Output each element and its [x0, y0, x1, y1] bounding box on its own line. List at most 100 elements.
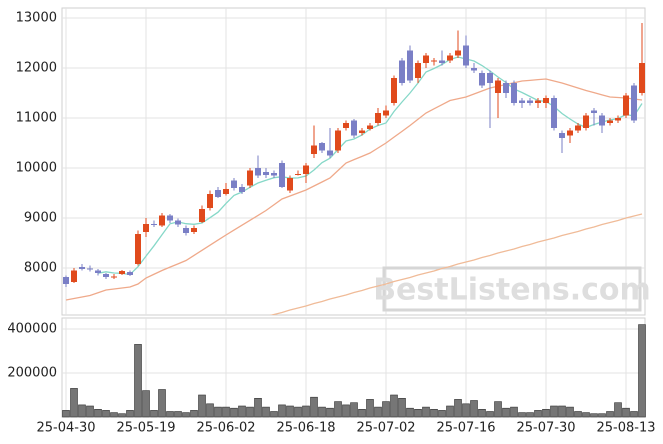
candle-body: [247, 170, 253, 186]
volume-bar: [422, 406, 430, 418]
volume-bar: [510, 406, 518, 418]
candle-body: [399, 60, 405, 83]
x-tick-label: 25-06-18: [276, 421, 335, 436]
candle-body: [503, 83, 509, 93]
y-tick-label: 9000: [24, 211, 57, 226]
volume-bar: [70, 388, 78, 418]
candle-body: [447, 55, 453, 61]
candle-body: [615, 118, 621, 121]
candle-body: [391, 78, 397, 103]
volume-bar: [254, 397, 262, 418]
volume-bar: [142, 390, 150, 418]
candle-body: [143, 224, 149, 232]
candle-body: [287, 178, 293, 191]
volume-bar: [78, 404, 86, 418]
volume-bar: [94, 408, 102, 418]
candle-body: [151, 224, 157, 225]
candle-body: [303, 165, 309, 174]
grid: [62, 8, 645, 417]
candle-body: [175, 220, 181, 225]
candle-body: [183, 228, 189, 233]
candle-body: [463, 45, 469, 66]
volume-bar: [462, 403, 470, 418]
candle-body: [591, 110, 597, 113]
volume-bar: [446, 405, 454, 418]
candle-body: [407, 50, 413, 81]
candle-body: [495, 80, 501, 93]
y-tick-label: 8000: [24, 261, 57, 276]
candle-body: [607, 120, 613, 123]
candle-body: [327, 150, 333, 156]
volume-bar: [294, 406, 302, 418]
candle-body: [191, 228, 197, 232]
volume-bar: [102, 410, 110, 418]
moving-average-line: [65, 78, 643, 301]
candle-body: [231, 180, 237, 188]
volume-bar: [374, 406, 382, 418]
volume-bar: [502, 407, 510, 418]
y-tick-label: 200000: [7, 366, 57, 381]
volume-bar: [566, 406, 574, 418]
candle-body: [583, 115, 589, 128]
candle-body: [479, 73, 485, 86]
candle-body: [239, 187, 245, 192]
candle-body: [127, 272, 133, 275]
x-tick-label: 25-07-02: [356, 421, 415, 436]
volume-bar: [350, 402, 358, 418]
volume-bar: [398, 397, 406, 418]
candle-body: [159, 215, 165, 226]
moving-average-line: [97, 56, 643, 276]
candle-body: [567, 130, 573, 136]
volume-bar: [558, 405, 566, 418]
candle-body: [111, 276, 117, 278]
candle-body: [431, 60, 437, 62]
volume-bar: [174, 411, 182, 418]
candle-body: [103, 274, 109, 277]
volume-bar: [550, 405, 558, 418]
x-tick-label: 25-05-19: [116, 421, 175, 436]
volume-bar: [638, 324, 646, 418]
volume-bar: [222, 406, 230, 418]
candle-body: [559, 133, 565, 138]
volume-bar: [126, 410, 134, 418]
volume-bar: [198, 394, 206, 418]
candle-body: [487, 73, 493, 83]
volume-bar: [286, 405, 294, 418]
candle-body: [95, 270, 101, 273]
candle-body: [271, 173, 277, 176]
candle-body: [71, 270, 77, 282]
candle-body: [295, 174, 301, 175]
volume-bar: [302, 405, 310, 418]
volume-bar: [606, 411, 614, 418]
y-tick-label: 12000: [16, 61, 57, 76]
candle-body: [535, 100, 541, 103]
candle-body: [351, 120, 357, 136]
volume-bar: [390, 394, 398, 418]
candle-body: [551, 98, 557, 128]
volume-bar: [190, 410, 198, 418]
candle-body: [119, 271, 125, 274]
candle-body: [575, 125, 581, 131]
candle-body: [343, 123, 349, 128]
volume-bar: [278, 404, 286, 418]
volume-bar: [622, 407, 630, 418]
volume-bar: [614, 402, 622, 418]
candle-body: [223, 189, 229, 194]
x-tick-label: 25-04-30: [36, 421, 95, 436]
volume-bar: [438, 410, 446, 418]
candle-body: [279, 163, 285, 187]
y-tick-label: 11000: [16, 111, 57, 126]
candle-body: [319, 143, 325, 151]
volume-bar: [118, 413, 126, 418]
candle-body: [415, 63, 421, 78]
candle-body: [367, 125, 373, 129]
volume-bar: [630, 411, 638, 418]
volume-bar: [518, 412, 526, 418]
volume-bar: [166, 411, 174, 418]
volume-bar: [478, 408, 486, 418]
candle-body: [527, 100, 533, 103]
candle-body: [375, 113, 381, 123]
volume-bar: [582, 412, 590, 418]
y-tick-label: 10000: [16, 161, 57, 176]
